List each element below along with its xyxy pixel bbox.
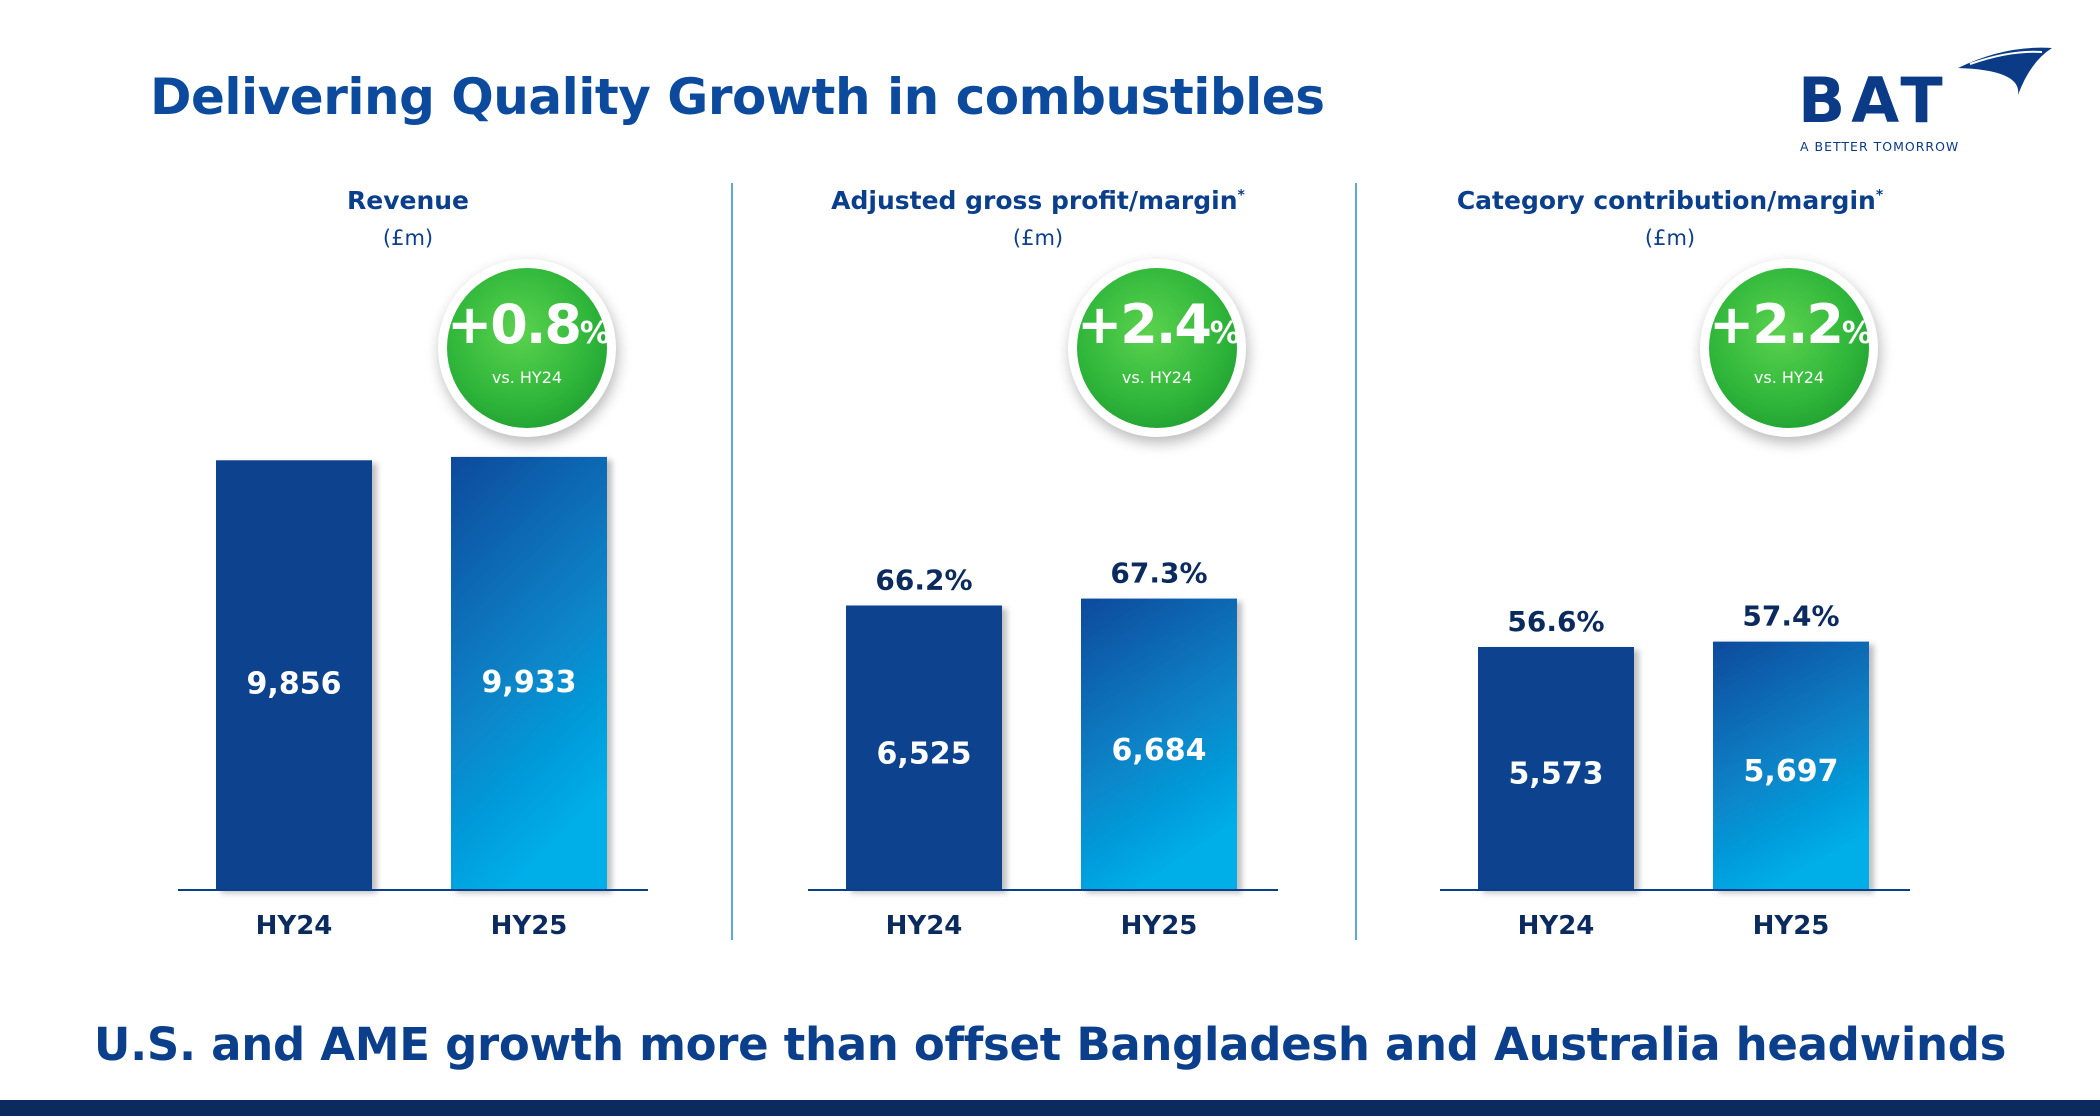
bar-value-label: 5,697 bbox=[1744, 754, 1839, 789]
panel-unit: (£m) bbox=[1644, 226, 1696, 250]
panel-title: Category contribution/margin* bbox=[1456, 186, 1884, 215]
margin-label: 56.6% bbox=[1507, 605, 1604, 638]
margin-label: 57.4% bbox=[1742, 600, 1839, 633]
badge-value: +2.2 bbox=[1709, 293, 1844, 356]
bar-hy25 bbox=[1713, 641, 1869, 890]
growth-badge: +0.8% vs. HY24 bbox=[438, 259, 616, 437]
chart-category-contribution: 5,573 56.6% HY24 5,697 57.4% HY25 bbox=[1440, 600, 1910, 941]
margin-label: 67.3% bbox=[1110, 557, 1207, 590]
logo-swoosh-icon bbox=[1958, 47, 2052, 95]
bar-hy25 bbox=[1081, 598, 1237, 890]
x-tick-label: HY24 bbox=[886, 911, 963, 941]
badge-subtitle: vs. HY24 bbox=[1753, 368, 1825, 387]
panel-unit: (£m) bbox=[1012, 226, 1064, 250]
x-tick-label: HY25 bbox=[1121, 911, 1198, 941]
revenue-panel: Revenue (£m) 9,856 HY24 9,933 HY25 +0.8% vs… bbox=[98, 180, 718, 950]
logo-brand: BAT bbox=[1798, 64, 1949, 137]
bar-value-label: 5,573 bbox=[1509, 756, 1604, 791]
bar-value-label: 6,684 bbox=[1112, 733, 1207, 768]
panel-title: Adjusted gross profit/margin* bbox=[831, 186, 1245, 215]
bar-hy25 bbox=[451, 456, 607, 890]
x-tick-label: HY25 bbox=[491, 911, 568, 941]
gross-profit-panel: Adjusted gross profit/margin* (£m) 6,525… bbox=[728, 180, 1348, 950]
bar-hy24 bbox=[1478, 647, 1634, 890]
bar-hy24 bbox=[216, 460, 372, 890]
panel-title: Revenue bbox=[346, 186, 469, 215]
panel-divider bbox=[731, 183, 733, 940]
chart-gross-profit: 6,525 66.2% HY24 6,684 67.3% HY25 bbox=[808, 557, 1278, 941]
category-contribution-panel: Category contribution/margin* (£m) 5,573… bbox=[1360, 180, 1980, 950]
badge-subtitle: vs. HY24 bbox=[1121, 368, 1193, 387]
bar-value-label: 9,856 bbox=[247, 667, 342, 702]
bat-logo: BAT A BETTER TOMORROW bbox=[1790, 40, 2060, 160]
panel-unit: (£m) bbox=[382, 226, 434, 250]
badge-suffix: % bbox=[579, 316, 610, 351]
x-tick-label: HY24 bbox=[1518, 911, 1595, 941]
x-tick-label: HY24 bbox=[256, 911, 333, 941]
bar-value-label: 6,525 bbox=[877, 736, 972, 771]
chart-revenue: 9,856 HY24 9,933 HY25 bbox=[178, 456, 648, 941]
x-tick-label: HY25 bbox=[1753, 911, 1830, 941]
badge-value: +2.4 bbox=[1077, 293, 1212, 356]
page-title: Delivering Quality Growth in combustible… bbox=[150, 68, 1325, 126]
badge-value: +0.8 bbox=[447, 293, 582, 356]
logo-tagline: A BETTER TOMORROW bbox=[1800, 139, 1960, 154]
footer-bar bbox=[0, 1100, 2100, 1116]
bar-hy24 bbox=[846, 605, 1002, 890]
margin-label: 66.2% bbox=[875, 564, 972, 597]
footer-headline: U.S. and AME growth more than offset Ban… bbox=[93, 1018, 2007, 1071]
bar-value-label: 9,933 bbox=[482, 665, 577, 700]
badge-subtitle: vs. HY24 bbox=[491, 368, 563, 387]
growth-badge: +2.2% vs. HY24 bbox=[1700, 259, 1878, 437]
panel-divider bbox=[1355, 183, 1357, 940]
badge-suffix: % bbox=[1841, 316, 1872, 351]
badge-suffix: % bbox=[1209, 316, 1240, 351]
growth-badge: +2.4% vs. HY24 bbox=[1068, 259, 1246, 437]
